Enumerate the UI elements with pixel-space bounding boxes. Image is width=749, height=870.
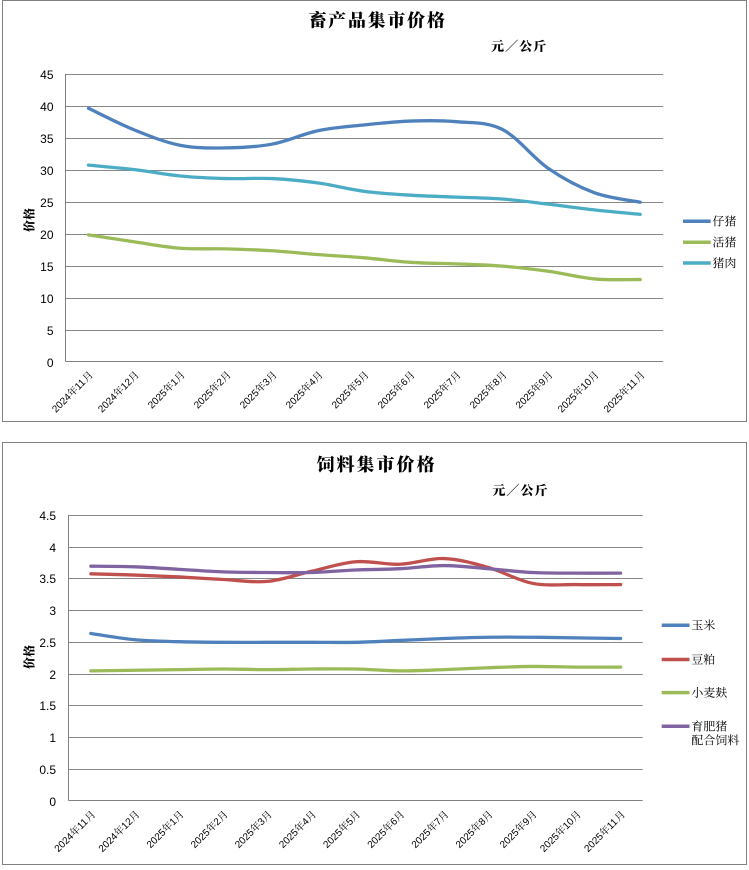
svg-text:3: 3 — [49, 604, 56, 618]
svg-text:1: 1 — [49, 731, 56, 745]
svg-text:40: 40 — [40, 100, 54, 114]
svg-text:3.5: 3.5 — [39, 572, 56, 586]
svg-text:0.5: 0.5 — [39, 763, 56, 777]
svg-text:2: 2 — [49, 668, 56, 682]
svg-text:25: 25 — [40, 196, 54, 210]
svg-text:5: 5 — [47, 324, 54, 338]
svg-text:4: 4 — [49, 541, 56, 555]
svg-text:4.5: 4.5 — [39, 509, 56, 523]
svg-text:2.5: 2.5 — [39, 636, 56, 650]
svg-text:45: 45 — [40, 68, 54, 82]
svg-text:0: 0 — [47, 356, 54, 370]
svg-text:0: 0 — [49, 795, 56, 809]
svg-text:20: 20 — [40, 228, 54, 242]
svg-text:15: 15 — [40, 260, 54, 274]
svg-text:30: 30 — [40, 164, 54, 178]
svg-text:35: 35 — [40, 132, 54, 146]
svg-text:1.5: 1.5 — [39, 699, 56, 713]
svg-text:10: 10 — [40, 292, 54, 306]
